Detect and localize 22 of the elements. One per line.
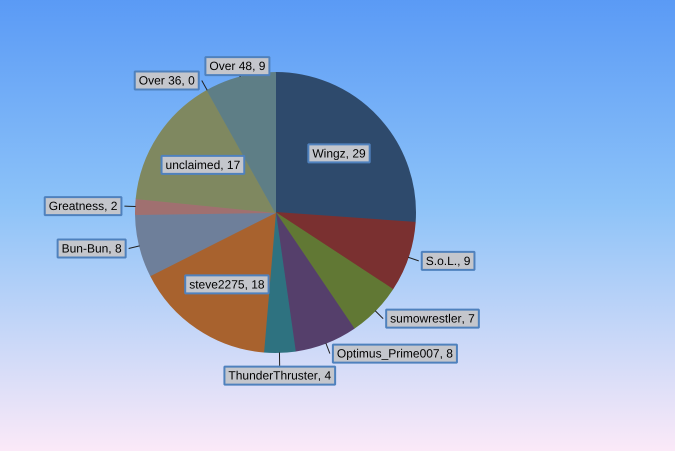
data-label: , 9 bbox=[457, 254, 471, 268]
data-label: , 2 bbox=[104, 199, 118, 214]
data-label: , 18 bbox=[244, 277, 265, 292]
slice-label: Optimus_Prime007 bbox=[336, 346, 440, 361]
slice-label: unclaimed bbox=[166, 158, 220, 172]
slice-label: ThunderThruster bbox=[228, 368, 318, 383]
data-label: , 17 bbox=[220, 158, 241, 172]
data-label: , 4 bbox=[318, 368, 332, 383]
text: , 0 bbox=[181, 74, 195, 88]
slice-label: Wingz bbox=[312, 146, 346, 160]
slice-label: S.o.L. bbox=[426, 254, 458, 268]
slice-label: Greatness bbox=[48, 199, 104, 214]
slice-label: steve2275 bbox=[189, 277, 245, 292]
slice-label: Over 48 bbox=[209, 59, 252, 74]
data-label: , 29 bbox=[346, 146, 366, 160]
data-label: , 9 bbox=[252, 59, 266, 74]
slice-label: Bun-Bun bbox=[62, 242, 108, 256]
slice-label: sumowrestler bbox=[390, 312, 462, 326]
legend-label: Over 36 bbox=[138, 74, 182, 88]
data-label: , 7 bbox=[462, 312, 476, 326]
data-label: , 8 bbox=[108, 242, 122, 256]
data-label: , 8 bbox=[440, 346, 454, 361]
